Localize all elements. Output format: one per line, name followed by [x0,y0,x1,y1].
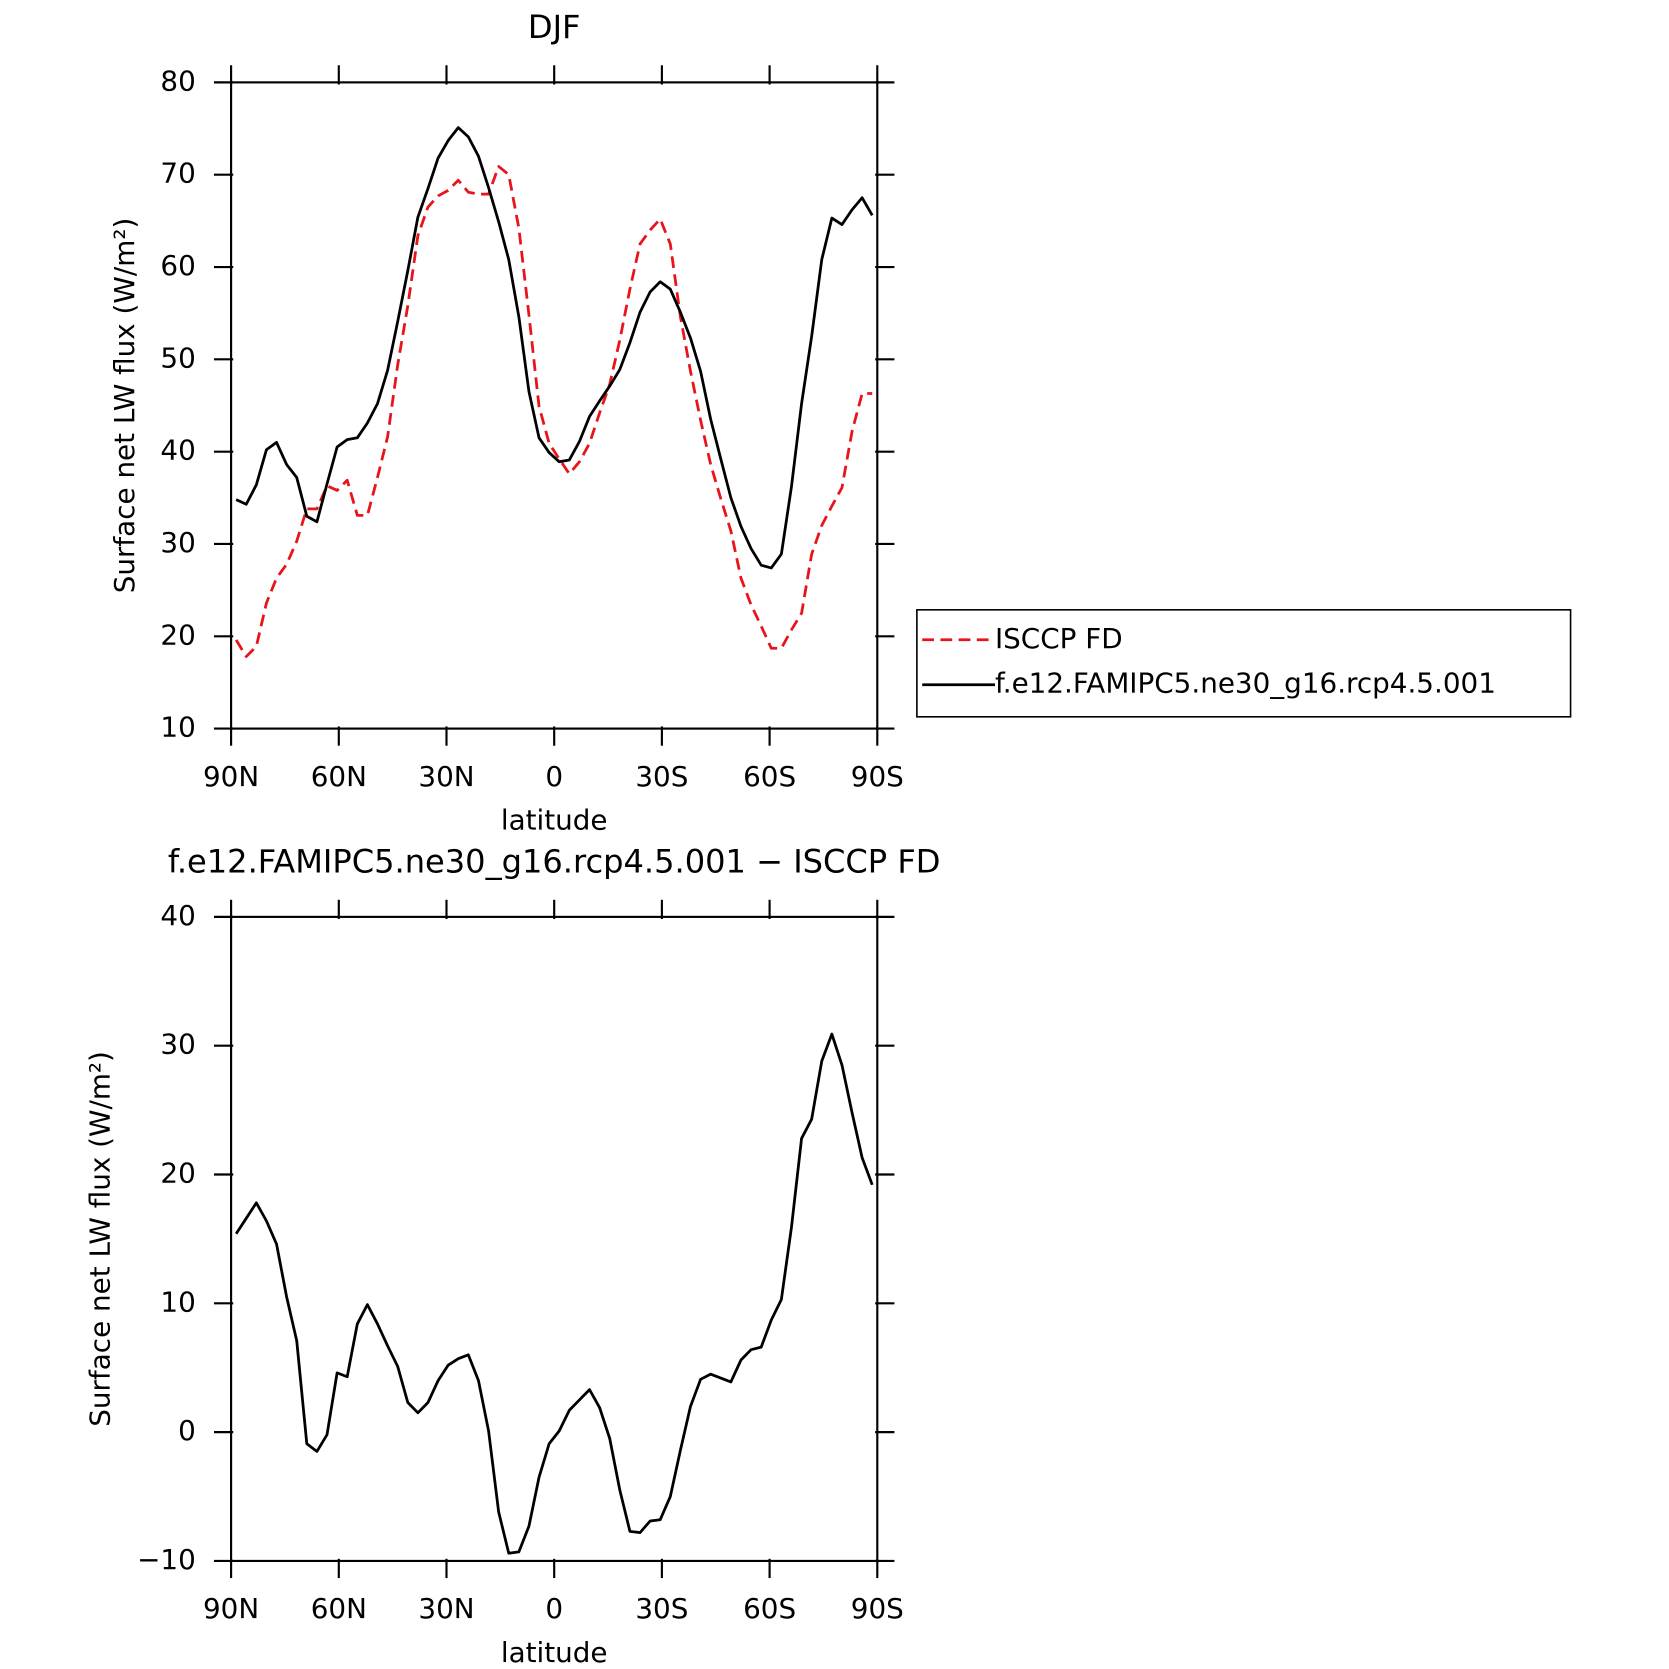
legend-box [916,609,1572,718]
y-tick-label: 0 [178,1414,196,1447]
x-tick-label: 30S [635,760,688,793]
x-tick-label: 60N [311,760,367,793]
plot-frame [230,81,879,730]
y-tick-label: 20 [160,618,195,651]
y-axis-label: Surface net LW flux (W/m²) [108,218,141,594]
y-tick-label: 60 [160,249,195,282]
y-tick-label: 40 [160,899,195,932]
data-line [235,126,874,570]
data-line [234,164,873,658]
y-axis-label: Surface net LW flux (W/m²) [84,1051,117,1427]
y-tick-label: 30 [160,526,195,559]
x-axis-label: latitude [501,804,608,837]
legend-label: ISCCP FD [995,622,1123,655]
y-tick-label: 30 [160,1028,195,1061]
y-tick-label: 70 [160,157,195,190]
chart-title: f.e12.FAMIPC5.ne30_g16.rcp4.5.001 − ISCC… [168,842,941,880]
x-tick-label: 30N [418,760,474,793]
y-tick-label: 40 [160,434,195,467]
y-tick-label: 20 [160,1157,195,1190]
y-tick-label: 50 [160,341,195,374]
x-tick-label: 60S [743,1592,796,1625]
x-tick-label: 90S [851,760,904,793]
y-tick-label: −10 [137,1543,196,1576]
legend-label: f.e12.FAMIPC5.ne30_g16.rcp4.5.001 [995,667,1496,700]
x-axis-label: latitude [501,1636,608,1669]
x-tick-label: 90N [203,1592,259,1625]
x-tick-label: 30S [635,1592,688,1625]
x-tick-label: 60S [743,760,796,793]
chart-title: DJF [528,8,581,46]
x-tick-label: 0 [545,760,563,793]
plot-frame [230,915,879,1563]
x-tick-label: 0 [545,1592,563,1625]
y-tick-label: 80 [160,64,195,97]
x-tick-label: 90S [851,1592,904,1625]
x-tick-label: 30N [418,1592,474,1625]
y-tick-label: 10 [160,711,195,744]
x-tick-label: 60N [311,1592,367,1625]
data-line [234,1032,874,1555]
y-tick-label: 10 [160,1285,195,1318]
x-tick-label: 90N [203,760,259,793]
